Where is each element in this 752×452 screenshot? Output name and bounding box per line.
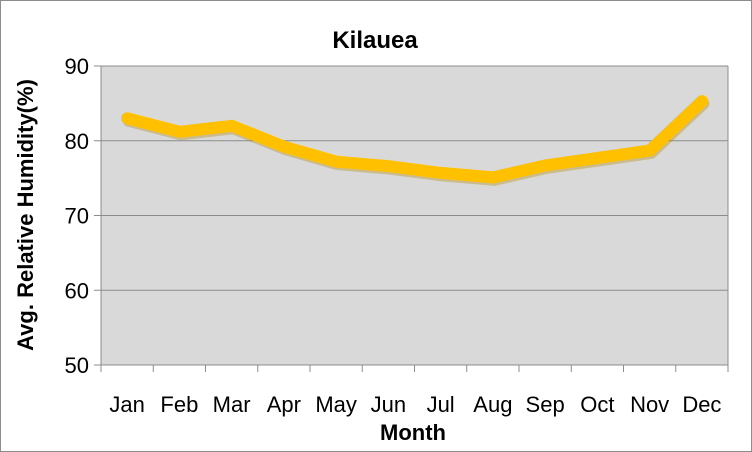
x-tick-label: Nov: [630, 392, 669, 417]
data-point: [336, 161, 337, 162]
x-tick-label: Dec: [682, 392, 721, 417]
x-tick-label: Jun: [371, 392, 406, 417]
y-axis-label: Avg. Relative Humidity(%): [13, 79, 38, 351]
data-point: [231, 125, 232, 126]
axes: [94, 65, 729, 372]
data-point: [545, 165, 546, 166]
y-tick-label: 60: [65, 278, 89, 303]
y-tick-labels: 50 60 70 80 90: [65, 54, 89, 378]
x-tick-label: Jul: [427, 392, 455, 417]
data-point: [127, 118, 128, 119]
x-tick-label: Feb: [160, 392, 198, 417]
x-tick-labels: Jan Feb Mar Apr May Jun Jul Aug Sep Oct Nov Dec: [109, 392, 721, 417]
data-point: [440, 172, 441, 173]
data-point: [492, 177, 493, 178]
data-point: [701, 101, 702, 102]
x-tick-label: Aug: [473, 392, 512, 417]
y-tick-label: 70: [65, 204, 89, 229]
x-axis-label: Month: [380, 420, 446, 445]
x-tick-label: May: [315, 392, 357, 417]
data-point: [283, 146, 284, 147]
data-point: [597, 157, 598, 158]
series-line: [121, 95, 708, 184]
x-tick-label: Oct: [580, 392, 614, 417]
data-point: [388, 166, 389, 167]
series-group: [121, 95, 710, 186]
y-tick-label: 50: [65, 353, 89, 378]
data-point: [649, 150, 650, 151]
x-tick-label: Mar: [213, 392, 251, 417]
x-tick-label: Sep: [526, 392, 565, 417]
x-tick-label: Jan: [109, 392, 144, 417]
data-point: [179, 131, 180, 132]
chart-title: Kilauea: [332, 27, 418, 54]
y-tick-label: 80: [65, 129, 89, 154]
y-tick-label: 90: [65, 54, 89, 79]
x-tick-label: Apr: [267, 392, 301, 417]
